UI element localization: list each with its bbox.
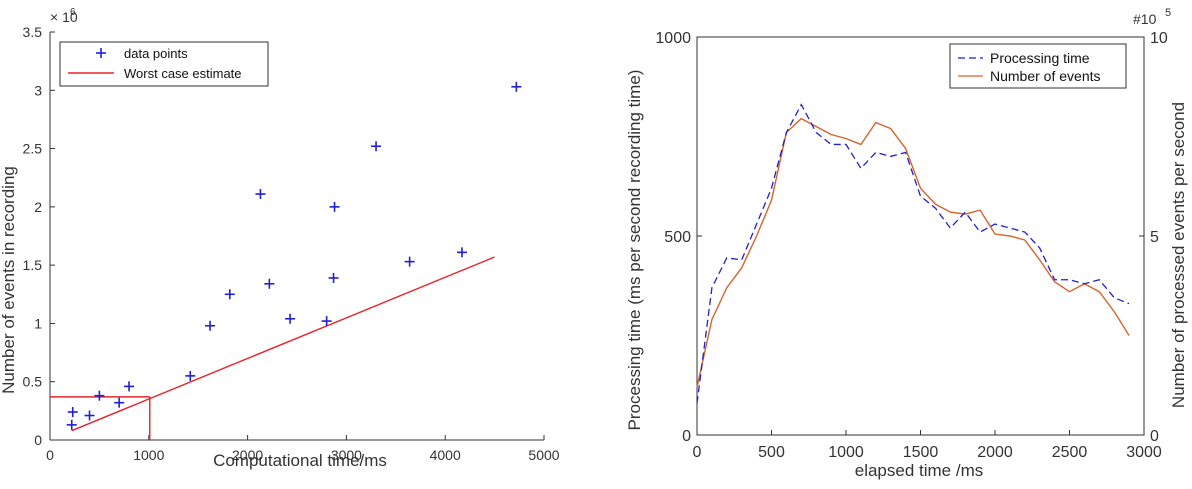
- data-point: [114, 397, 125, 408]
- y-axis-label: Number of events in recording: [0, 166, 18, 394]
- data-point: [124, 381, 135, 392]
- processing-line: [696, 103, 1130, 404]
- legend-right: Processing time Number of events: [949, 43, 1127, 89]
- processing-series: [696, 103, 1130, 404]
- y2-tick-label: 5: [1150, 229, 1159, 246]
- data-point: [328, 272, 339, 283]
- y-exponent: 6: [70, 7, 76, 18]
- y-tick-label: 2.5: [23, 141, 43, 157]
- x-axis-label-right: elapsed time /ms: [855, 461, 984, 480]
- data-point: [329, 201, 340, 212]
- legend-label-estimate: Worst case estimate: [124, 66, 242, 81]
- x-tick-label: 5000: [528, 447, 559, 463]
- events-series: [696, 117, 1130, 388]
- y-tick-label: 3: [34, 82, 42, 98]
- x-tick-label-right: 0: [693, 444, 702, 461]
- y-tick-label-left: 0: [682, 428, 691, 445]
- data-point: [456, 247, 467, 258]
- data-point: [404, 256, 415, 267]
- x-tick-label: 3000: [331, 447, 362, 463]
- y-tick-label: 0.5: [23, 374, 43, 390]
- y2-exponent: 5: [1165, 7, 1171, 19]
- y-tick-label: 1.5: [23, 257, 43, 273]
- data-point: [264, 278, 275, 289]
- data-point: [285, 313, 296, 324]
- y-tick-label: 1: [34, 315, 42, 331]
- x-tick-label-right: 3000: [1126, 444, 1162, 461]
- legend-label-points: data points: [124, 46, 188, 61]
- scatter-plot: 0 1000 2000 3000 4000 5000 0 0.5 1 1.5 2 2.5 3 3.5 × …: [0, 7, 560, 470]
- legend-marker-points: [96, 48, 106, 58]
- data-point: [371, 141, 382, 152]
- events-line: [696, 117, 1130, 388]
- legend-box: [59, 41, 269, 87]
- x-tick-label: 0: [46, 447, 54, 463]
- data-point: [321, 316, 332, 327]
- data-point: [205, 320, 216, 331]
- data-point: [66, 419, 77, 430]
- left-plot-ticks: 0 1000 2000 3000 4000 5000 0 0.5 1 1.5 2 2.5 3 3.5: [23, 24, 560, 463]
- y2-tick-label: 0: [1150, 428, 1159, 445]
- data-point: [94, 390, 105, 401]
- legend-label-processing: Processing time: [990, 50, 1090, 66]
- data-point: [185, 370, 196, 381]
- y-axis-label-left: Processing time (ms per second recording…: [625, 70, 644, 431]
- x-tick-label-right: 2000: [977, 444, 1013, 461]
- x-tick-label-right: 500: [758, 444, 785, 461]
- data-point: [84, 410, 95, 421]
- x-axis-label: Computational time/ms: [213, 451, 387, 470]
- x-tick-label-right: 1000: [828, 444, 864, 461]
- y2-tick-label: 10: [1150, 30, 1168, 47]
- legend: data points Worst case estimate: [59, 41, 269, 87]
- y2-axis-label: Number of processed events per second: [1169, 102, 1188, 408]
- x-tick-label: 1000: [133, 447, 164, 463]
- y-tick-label: 2: [34, 199, 42, 215]
- data-points-series: [66, 81, 522, 430]
- data-point: [67, 407, 78, 418]
- y-tick-label: 3.5: [23, 24, 43, 40]
- x-tick-label-right: 1500: [903, 444, 939, 461]
- plot-frame: [696, 36, 1145, 436]
- legend-box-right: [949, 43, 1127, 89]
- y-tick-label-left: 1000: [655, 30, 691, 47]
- x-tick-label: 4000: [430, 447, 461, 463]
- x-tick-label-right: 2500: [1052, 444, 1088, 461]
- y-exponent-label: × 10: [50, 9, 78, 25]
- data-point: [511, 81, 522, 92]
- y-tick-label: 0: [34, 432, 42, 448]
- estimate-line: [71, 256, 495, 432]
- x-tick-label: 2000: [232, 447, 263, 463]
- y2-exponent-label: #10: [1133, 11, 1157, 27]
- data-point: [224, 289, 235, 300]
- y-tick-label-left: 500: [664, 229, 691, 246]
- legend-label-events: Number of events: [990, 68, 1101, 84]
- data-point: [255, 189, 266, 200]
